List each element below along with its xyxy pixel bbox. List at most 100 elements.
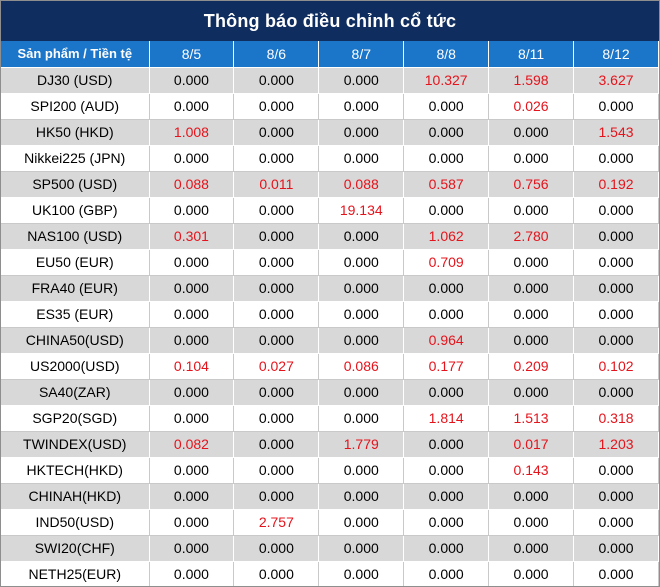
dividend-value-cell: 0.000 <box>149 509 235 536</box>
dividend-value-cell: 0.000 <box>488 301 575 328</box>
dividend-value-cell: 0.192 <box>573 171 659 198</box>
dividend-value-cell: 0.000 <box>573 275 659 302</box>
table-row: NAS100 (USD) 0.301 0.000 0.000 1.062 2.780 0.0… <box>1 223 659 250</box>
dividend-value-cell: 1.203 <box>573 431 659 458</box>
dividend-value-cell: 0.000 <box>233 275 320 302</box>
table-row: IND50(USD) 0.000 2.757 0.000 0.000 0.000 0.000 <box>1 509 659 536</box>
dividend-value-cell: 0.104 <box>149 353 235 380</box>
dividend-value-cell: 0.587 <box>403 171 490 198</box>
dividend-value-cell: 0.000 <box>149 327 235 354</box>
dividend-value-cell: 0.086 <box>318 353 405 380</box>
product-cell: SP500 (USD) <box>1 171 150 198</box>
table-row: NETH25(EUR) 0.000 0.000 0.000 0.000 0.000 0.00… <box>1 561 659 586</box>
dividend-value-cell: 0.000 <box>573 301 659 328</box>
dividend-value-cell: 0.000 <box>573 483 659 510</box>
dividend-value-cell: 0.000 <box>403 535 490 562</box>
table-body: DJ30 (USD) 0.000 0.000 0.000 10.327 1.598 3.62… <box>1 67 659 586</box>
dividend-value-cell: 0.143 <box>488 457 575 484</box>
dividend-value-cell: 0.000 <box>233 197 320 224</box>
dividend-value-cell: 0.000 <box>403 145 490 172</box>
product-cell: Nikkei225 (JPN) <box>1 145 150 172</box>
dividend-value-cell: 0.000 <box>573 249 659 276</box>
dividend-value-cell: 0.000 <box>488 535 575 562</box>
product-cell: FRA40 (EUR) <box>1 275 150 302</box>
dividend-value-cell: 0.000 <box>318 275 405 302</box>
dividend-value-cell: 0.000 <box>488 379 575 406</box>
product-cell: NAS100 (USD) <box>1 223 150 250</box>
product-cell: DJ30 (USD) <box>1 67 150 94</box>
dividend-value-cell: 0.000 <box>233 327 320 354</box>
dividend-value-cell: 1.513 <box>488 405 575 432</box>
dividend-value-cell: 0.000 <box>403 457 490 484</box>
dividend-value-cell: 0.000 <box>233 67 320 94</box>
dividend-value-cell: 0.000 <box>573 93 659 120</box>
dividend-value-cell: 0.000 <box>403 197 490 224</box>
table-row: US2000(USD) 0.104 0.027 0.086 0.177 0.209 0.10… <box>1 353 659 380</box>
dividend-value-cell: 0.000 <box>488 327 575 354</box>
table-row: Nikkei225 (JPN) 0.000 0.000 0.000 0.000 0.000… <box>1 145 659 172</box>
header-date: 8/7 <box>318 41 405 68</box>
dividend-value-cell: 0.000 <box>149 561 235 586</box>
product-cell: NETH25(EUR) <box>1 561 150 586</box>
dividend-value-cell: 0.000 <box>488 509 575 536</box>
header-date: 8/8 <box>403 41 490 68</box>
dividend-value-cell: 0.000 <box>403 431 490 458</box>
header-date: 8/11 <box>488 41 575 68</box>
dividend-value-cell: 1.598 <box>488 67 575 94</box>
product-cell: US2000(USD) <box>1 353 150 380</box>
dividend-value-cell: 0.000 <box>403 483 490 510</box>
dividend-value-cell: 0.000 <box>488 145 575 172</box>
table-row: SWI20(CHF) 0.000 0.000 0.000 0.000 0.000 0.000 <box>1 535 659 562</box>
dividend-value-cell: 0.209 <box>488 353 575 380</box>
product-cell: SGP20(SGD) <box>1 405 150 432</box>
dividend-value-cell: 0.026 <box>488 93 575 120</box>
dividend-value-cell: 0.000 <box>403 561 490 586</box>
dividend-value-cell: 0.000 <box>403 379 490 406</box>
dividend-value-cell: 0.000 <box>403 119 490 146</box>
dividend-value-cell: 1.062 <box>403 223 490 250</box>
dividend-value-cell: 0.082 <box>149 431 235 458</box>
table-row: ES35 (EUR) 0.000 0.000 0.000 0.000 0.000 0.000 <box>1 301 659 328</box>
dividend-value-cell: 0.000 <box>233 119 320 146</box>
table-row: HKTECH(HKD) 0.000 0.000 0.000 0.000 0.143 0.00… <box>1 457 659 484</box>
dividend-value-cell: 1.008 <box>149 119 235 146</box>
table-header: Sản phẩm / Tiền tệ 8/5 8/6 8/7 8/8 8/11 … <box>1 41 659 68</box>
header-product-currency: Sản phẩm / Tiền tệ <box>1 41 150 68</box>
dividend-value-cell: 0.027 <box>233 353 320 380</box>
dividend-value-cell: 0.000 <box>233 379 320 406</box>
product-cell: HKTECH(HKD) <box>1 457 150 484</box>
dividend-value-cell: 0.000 <box>149 405 235 432</box>
table-row: DJ30 (USD) 0.000 0.000 0.000 10.327 1.598 3.62… <box>1 67 659 94</box>
table-row: SP500 (USD) 0.088 0.011 0.088 0.587 0.756 0.19… <box>1 171 659 198</box>
dividend-value-cell: 0.000 <box>233 223 320 250</box>
dividend-value-cell: 0.177 <box>403 353 490 380</box>
dividend-value-cell: 2.780 <box>488 223 575 250</box>
product-cell: IND50(USD) <box>1 509 150 536</box>
dividend-value-cell: 0.000 <box>318 379 405 406</box>
dividend-value-cell: 0.000 <box>573 457 659 484</box>
dividend-value-cell: 0.000 <box>318 483 405 510</box>
dividend-value-cell: 0.000 <box>318 561 405 586</box>
product-cell: TWINDEX(USD) <box>1 431 150 458</box>
dividend-value-cell: 0.000 <box>573 509 659 536</box>
product-cell: SWI20(CHF) <box>1 535 150 562</box>
table-row: HK50 (HKD) 1.008 0.000 0.000 0.000 0.000 1.543 <box>1 119 659 146</box>
dividend-value-cell: 0.000 <box>149 275 235 302</box>
dividend-value-cell: 0.000 <box>318 249 405 276</box>
dividend-value-cell: 0.000 <box>573 535 659 562</box>
dividend-value-cell: 0.000 <box>149 249 235 276</box>
dividend-value-cell: 0.301 <box>149 223 235 250</box>
dividend-value-cell: 0.000 <box>233 301 320 328</box>
dividend-value-cell: 0.000 <box>318 119 405 146</box>
dividend-value-cell: 0.000 <box>318 301 405 328</box>
dividend-value-cell: 0.000 <box>149 145 235 172</box>
header-date: 8/12 <box>573 41 659 68</box>
dividend-value-cell: 0.000 <box>149 483 235 510</box>
dividend-value-cell: 0.964 <box>403 327 490 354</box>
product-cell: UK100 (GBP) <box>1 197 150 224</box>
dividend-value-cell: 0.000 <box>318 93 405 120</box>
table-row: TWINDEX(USD) 0.082 0.000 1.779 0.000 0.017 1.2… <box>1 431 659 458</box>
table-row: CHINAH(HKD) 0.000 0.000 0.000 0.000 0.000 0.00… <box>1 483 659 510</box>
product-cell: SPI200 (AUD) <box>1 93 150 120</box>
